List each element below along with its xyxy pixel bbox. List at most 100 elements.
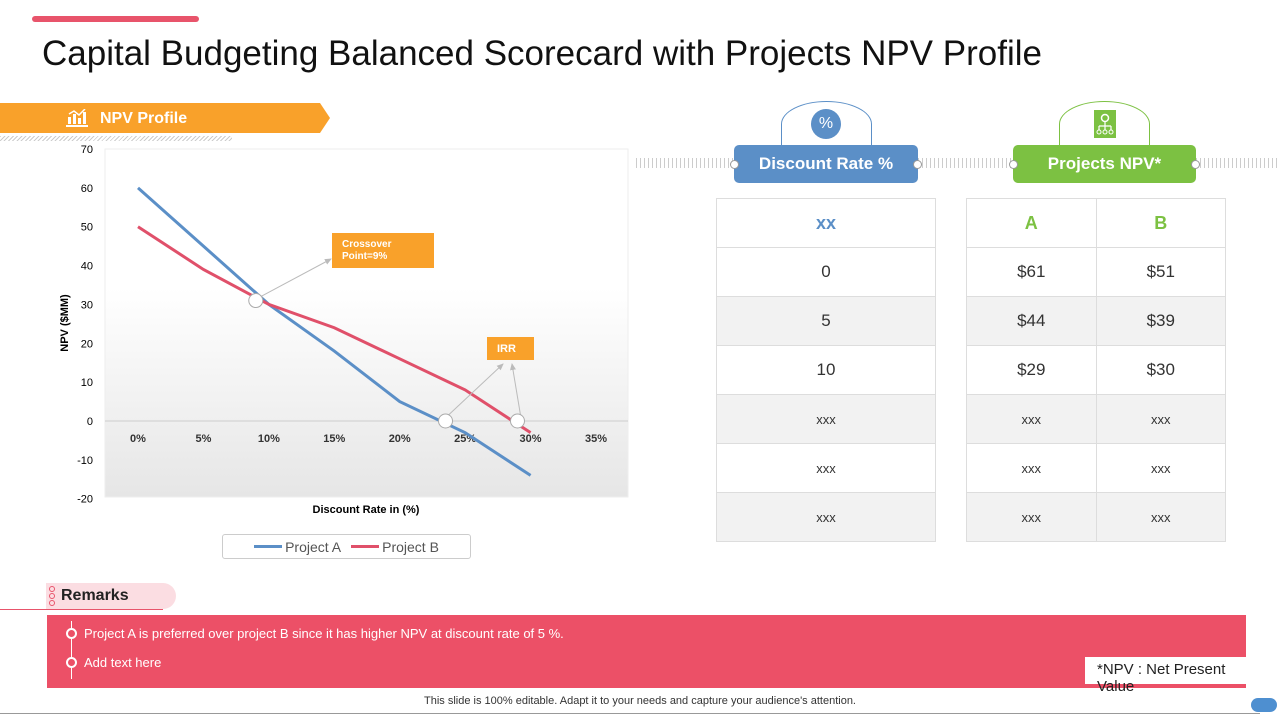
y-axis-label: NPV ($MM)	[59, 294, 71, 352]
divider	[0, 609, 163, 610]
table-cell: xxx	[716, 394, 936, 444]
connector-dot	[730, 160, 739, 169]
crossover-marker	[248, 293, 264, 309]
table-row: xxx	[716, 492, 936, 542]
remarks-header: Remarks	[46, 583, 176, 609]
y-tick-label: 10	[81, 377, 93, 389]
table-cell: xxx	[966, 443, 1097, 493]
remark-item: Project A is preferred over project B si…	[84, 626, 564, 641]
table-cell: 10	[716, 345, 936, 395]
y-tick-label: 60	[81, 183, 93, 195]
remarks-box: Project A is preferred over project B si…	[47, 615, 1246, 688]
y-tick-label: 40	[81, 261, 93, 273]
annotation-arrow	[448, 363, 504, 416]
table-row: 5	[716, 296, 936, 346]
table-cell: xxx	[1095, 443, 1226, 493]
table-cell: $44	[966, 296, 1097, 346]
network-document-icon	[1094, 110, 1116, 138]
footer-text: This slide is 100% editable. Adapt it to…	[424, 695, 856, 707]
x-tick-label: 5%	[195, 433, 211, 445]
bullet-icon	[66, 628, 77, 639]
table-cell: xxx	[966, 492, 1097, 542]
table-cell: $39	[1095, 296, 1226, 346]
table-row: xxx	[716, 394, 936, 444]
accent-bar	[32, 16, 199, 22]
dots-icon	[49, 586, 55, 606]
series-line-project-b	[137, 225, 532, 434]
crossover-label: Crossover Point=9%	[342, 239, 392, 262]
divider	[0, 713, 1260, 714]
remark-item: Add text here	[84, 655, 162, 670]
bullet-icon	[66, 657, 77, 668]
table-cell: xxx	[1095, 492, 1226, 542]
y-tick-label: 70	[81, 144, 93, 156]
table-row: xxx xxx	[966, 443, 1226, 493]
irr-marker	[438, 413, 454, 429]
divider	[0, 136, 232, 141]
legend-project-b: Project B	[351, 539, 439, 555]
y-tick-label: 30	[81, 299, 93, 311]
divider	[636, 158, 734, 168]
irr-label: IRR	[497, 343, 516, 355]
table-cell: 5	[716, 296, 936, 346]
y-tick-label: 50	[81, 222, 93, 234]
connector-dot	[913, 160, 922, 169]
page-title: Capital Budgeting Balanced Scorecard wit…	[42, 34, 1042, 73]
annotation-arrow	[260, 258, 332, 297]
bar-chart-icon	[66, 109, 88, 127]
table-row: $44 $39	[966, 296, 1226, 346]
legend-label: Project B	[382, 538, 439, 555]
remarks-title: Remarks	[61, 587, 129, 604]
table-cell: xxx	[966, 394, 1097, 444]
table-row: xxx xxx	[966, 394, 1226, 444]
npv-profile-header: NPV Profile	[0, 103, 330, 133]
legend-project-a: Project A	[254, 539, 341, 555]
decoration-pill	[1251, 698, 1277, 712]
plot-area	[104, 148, 629, 498]
table-cell: xxx	[716, 492, 936, 542]
projects-npv-header: Projects NPV*	[1013, 145, 1196, 183]
table-header: A	[966, 198, 1097, 248]
table-header: xx	[716, 198, 936, 248]
divider	[918, 158, 1013, 168]
arc-decoration	[781, 101, 872, 147]
table-cell: $51	[1095, 247, 1226, 297]
x-tick-label: 0%	[130, 433, 146, 445]
chart-legend: Project A Project B	[222, 534, 471, 559]
table-cell: $29	[966, 345, 1097, 395]
table-cell: 0	[716, 247, 936, 297]
y-tick-label: -10	[77, 455, 93, 467]
table-header: B	[1095, 198, 1226, 248]
table-cell: $61	[966, 247, 1097, 297]
connector-dot	[1191, 160, 1200, 169]
x-tick-label: 35%	[585, 433, 607, 445]
divider	[1196, 158, 1280, 168]
x-axis-label: Discount Rate in (%)	[313, 504, 420, 516]
percent-icon: %	[811, 109, 841, 139]
legend-label: Project A	[285, 538, 342, 555]
x-tick-label: 20%	[389, 433, 411, 445]
y-tick-label: 20	[81, 338, 93, 350]
table-cell: $30	[1095, 345, 1226, 395]
arc-decoration	[1059, 101, 1150, 147]
x-tick-label: 30%	[520, 433, 542, 445]
irr-label-box	[487, 337, 534, 360]
table-row: xxx	[716, 443, 936, 493]
table-row: 10	[716, 345, 936, 395]
discount-rate-header: Discount Rate %	[734, 145, 918, 183]
crossover-label-box	[332, 233, 434, 268]
table-row: $61 $51	[966, 247, 1226, 297]
discount-rate-table: xx 0 5 10 xxx xxx xxx	[716, 198, 936, 542]
irr-marker	[509, 413, 525, 429]
npv-footnote: *NPV : Net Present Value	[1085, 657, 1275, 695]
x-tick-label: 10%	[258, 433, 280, 445]
table-row: 0	[716, 247, 936, 297]
table-row: xxx xxx	[966, 492, 1226, 542]
table-row: $29 $30	[966, 345, 1226, 395]
bullet-line	[71, 621, 72, 679]
y-tick-label: -20	[77, 494, 93, 506]
connector-dot	[1009, 160, 1018, 169]
series-line-project-a	[137, 186, 532, 477]
